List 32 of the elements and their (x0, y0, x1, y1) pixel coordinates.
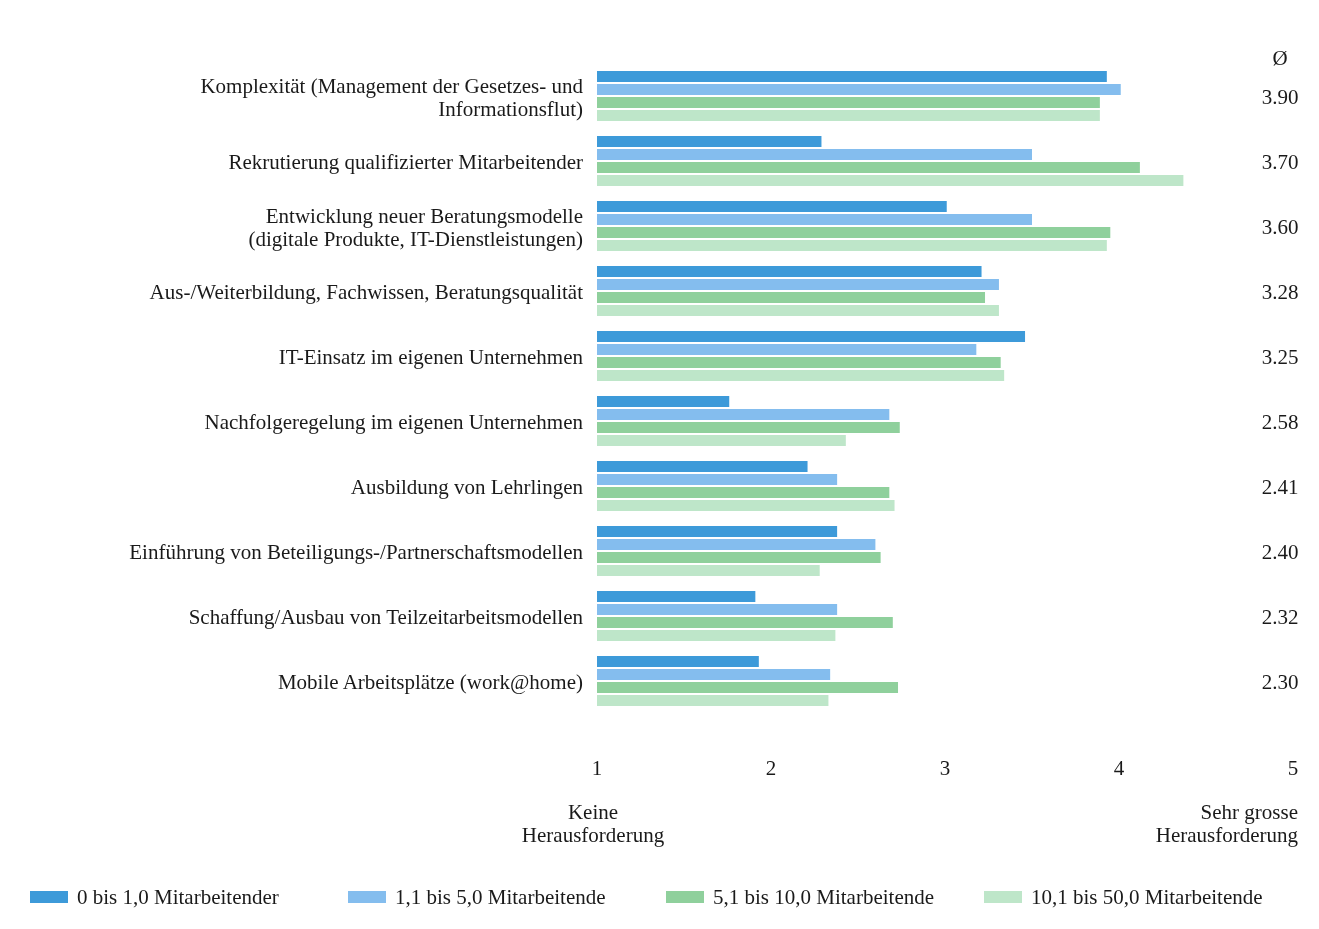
annotation: 3.70 (1261, 150, 1299, 174)
x-tick-label: 4 (1113, 756, 1125, 780)
annotation: 3.25 (1261, 345, 1299, 369)
annotation: 3.60 (1261, 215, 1299, 239)
y-tick-label: Einführung von Beteiligungs-/Partnerschaftsmodellen (129, 540, 584, 564)
y-tick-label: Nachfolgeregelung im eigenen Unternehmen (204, 410, 584, 434)
y-tick-label: Komplexität (Management der Gesetzes- und Informationsflut) (200, 73, 584, 121)
y-tick-label: Schaffung/Ausbau von Teilzeitarbeitsmodellen (188, 605, 584, 629)
x-tick-label: 1 (591, 756, 603, 780)
annotation: 3.90 (1261, 85, 1299, 109)
annotation: Ø (1272, 46, 1288, 70)
y-tick-label: IT-Einsatz im eigenen Unternehmen (278, 345, 584, 369)
legend-label: 5,1 bis 10,0 Mitarbeitende (713, 885, 935, 909)
annotation: 2.32 (1261, 605, 1299, 629)
y-tick-label: Ausbildung von Lehrlingen (350, 475, 584, 499)
x-tick-label: 3 (939, 756, 951, 780)
annotation: 2.40 (1261, 540, 1299, 564)
y-tick-label: Entwicklung neuer Beratungsmodelle (digitale Produkte, IT-Dienstleistungen) (248, 203, 583, 251)
annotation: 2.41 (1261, 475, 1299, 499)
text: Sehr grosse Herausforderung (1155, 800, 1299, 847)
legend-label: 1,1 bis 5,0 Mitarbeitende (395, 885, 606, 909)
x-tick-label: 2 (765, 756, 777, 780)
annotation: 2.58 (1261, 410, 1299, 434)
annotation: 2.30 (1261, 670, 1299, 694)
y-tick-label: Mobile Arbeitsplätze (work@home) (277, 670, 583, 694)
legend-label: 10,1 bis 50,0 Mitarbeitende (1031, 885, 1263, 909)
text: Keine Herausforderung (521, 800, 665, 847)
y-tick-label: Rekrutierung qualifizierter Mitarbeitender (228, 150, 583, 174)
annotation: 3.28 (1261, 280, 1299, 304)
y-tick-label: Aus-/Weiterbildung, Fachwissen, Beratungsqualität (149, 280, 584, 304)
legend-label: 0 bis 1,0 Mitarbeitender (77, 885, 279, 909)
x-tick-label: 5 (1287, 756, 1299, 780)
